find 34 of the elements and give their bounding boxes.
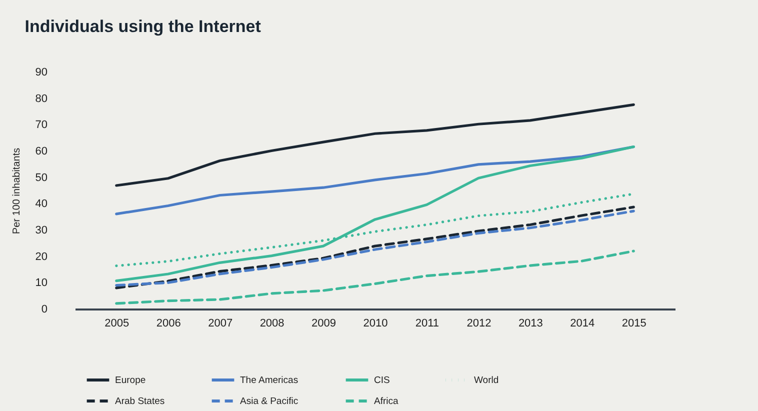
y-tick-label: 60 (35, 146, 48, 158)
legend-label: CIS (374, 375, 390, 386)
x-tick-label: 2011 (415, 318, 440, 330)
x-tick-label: 2008 (260, 318, 284, 330)
y-tick-label: 30 (35, 224, 48, 236)
legend-label: Arab States (115, 396, 165, 407)
y-tick-label: 70 (35, 119, 48, 132)
legend-label: Africa (374, 396, 399, 407)
x-tick-label: 2013 (518, 318, 543, 330)
line-series (115, 103, 635, 187)
x-tick-label: 2009 (312, 318, 336, 330)
chart-title: Individuals using the Internet (24, 17, 262, 36)
legend-label: The Americas (240, 375, 298, 386)
legend-label: Asia & Pacific (240, 396, 298, 407)
y-tick-label: 40 (35, 198, 48, 210)
x-tick-label: 2006 (156, 318, 181, 330)
x-tick-label: 2005 (104, 318, 130, 330)
y-tick-label: 50 (35, 172, 48, 184)
y-tick-label: 90 (35, 66, 48, 78)
x-tick-label: 2007 (208, 318, 233, 330)
y-tick-label: 20 (35, 250, 48, 263)
x-tick-label: 2012 (466, 318, 492, 330)
y-tick-label: 0 (41, 304, 48, 316)
x-tick-label: 2014 (570, 318, 595, 330)
y-axis-title: Per 100 inhabitants (11, 148, 22, 234)
legend-label: Europe (115, 375, 146, 386)
line-series (115, 145, 635, 282)
y-tick-label: 10 (35, 277, 48, 290)
line-series (115, 250, 635, 305)
x-tick-label: 2010 (363, 318, 388, 330)
y-tick-label: 80 (35, 92, 48, 105)
line-series (115, 145, 635, 216)
legend-label: World (474, 375, 499, 386)
x-tick-label: 2015 (622, 318, 646, 330)
